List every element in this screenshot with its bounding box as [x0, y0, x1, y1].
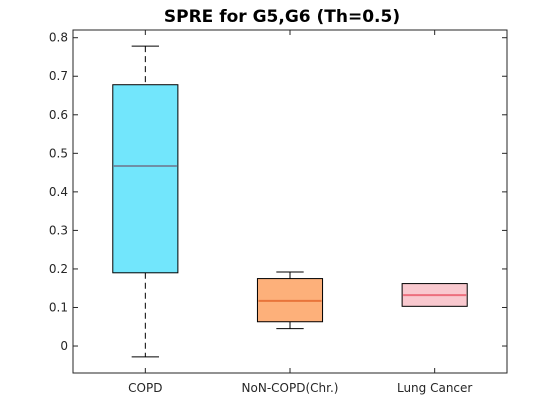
box-1 [256, 271, 324, 330]
y-tick-label: 0.6 [49, 108, 68, 122]
box-body [112, 84, 179, 274]
boxes-layer [112, 45, 468, 358]
x-tick-label: COPD [128, 381, 162, 395]
box-0 [112, 45, 179, 358]
y-axis: 0 0.1 0.2 0.3 0.4 0.5 0.6 0.7 0.8 [49, 31, 507, 353]
y-tick-label: 0.8 [49, 31, 68, 45]
y-tick-label: 0 [60, 339, 68, 353]
y-tick-label: 0.2 [49, 262, 68, 276]
x-axis: COPD NoN-COPD(Chr.) Lung Cancer [128, 30, 472, 395]
chart-title: SPRE for G5,G6 (Th=0.5) [164, 7, 400, 27]
y-tick-label: 0.3 [49, 223, 68, 237]
y-tick-label: 0.1 [49, 300, 68, 314]
x-tick-label: NoN-COPD(Chr.) [242, 381, 339, 395]
y-tick-label: 0.4 [49, 185, 68, 199]
y-tick-label: 0.7 [49, 69, 68, 83]
y-tick-label: 0.5 [49, 146, 68, 160]
x-tick-label: Lung Cancer [397, 381, 472, 395]
box-2 [401, 283, 468, 307]
